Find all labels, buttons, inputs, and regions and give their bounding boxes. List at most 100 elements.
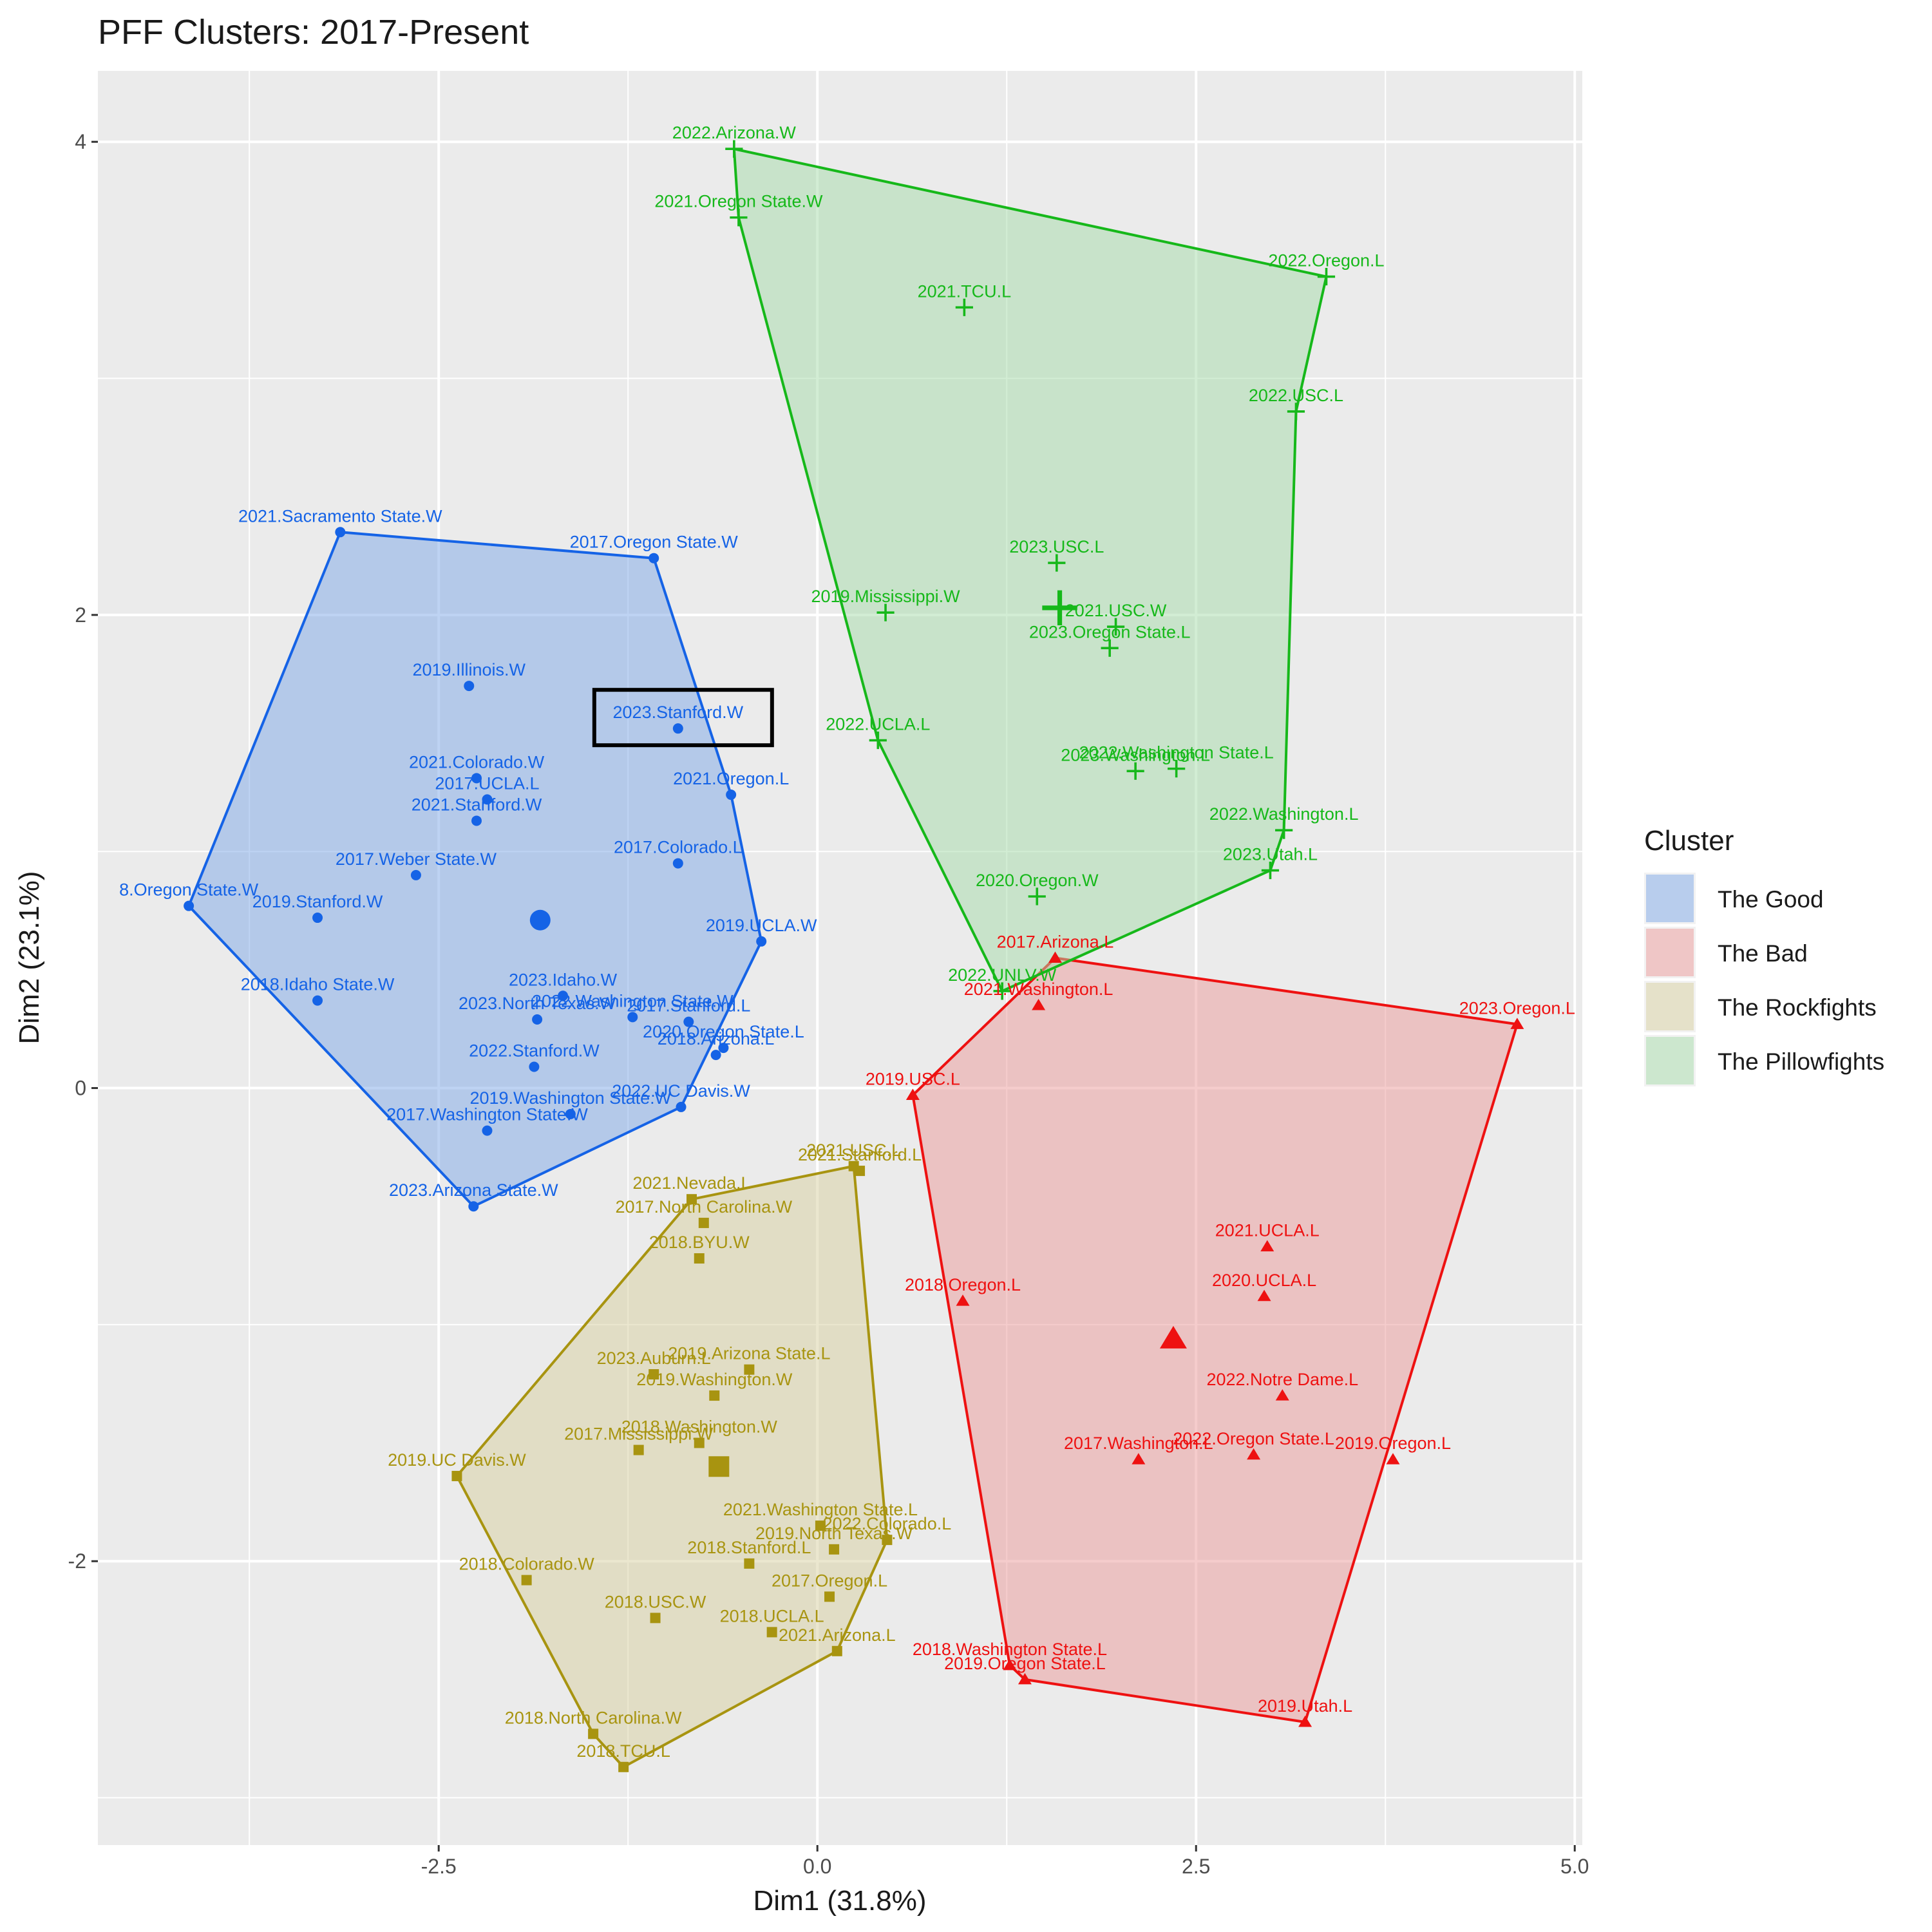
- point-2018-colorado-w: [521, 1575, 532, 1586]
- point-2022-washington-state-w: [627, 1012, 638, 1023]
- point-2021-ucla-l: [1260, 1240, 1274, 1252]
- label-2019-utah-l: 2019.Utah.L: [1258, 1696, 1352, 1716]
- y-tick-label: 4: [75, 130, 86, 153]
- label-2018-ucla-l: 2018.UCLA.L: [720, 1606, 824, 1625]
- point-2021-oregon-l: [726, 790, 737, 800]
- y-axis-ticks: -2 0 2 4: [68, 130, 98, 1573]
- label-2021-sacramento-state-w: 2021.Sacramento State.W: [238, 506, 442, 526]
- point-2019-stanford-w: [312, 913, 323, 923]
- point-2017-ucla-l: [482, 794, 493, 805]
- x-tick-label: 0.0: [803, 1855, 831, 1878]
- label-2017-washington-state-w: 2017.Washington State.W: [386, 1105, 588, 1124]
- label-2017-north-carolina-w: 2017.North Carolina.W: [615, 1197, 792, 1217]
- label-2022-uc-davis-w: 2022.UC Davis.W: [612, 1081, 750, 1101]
- label-2017-washington-l: 2017.Washington.L: [1064, 1434, 1213, 1453]
- label-2023-arizona-state-w: 2023.Arizona State.W: [389, 1180, 558, 1200]
- label-2019-north-texas-w: 2019.North Texas.W: [755, 1524, 913, 1543]
- label-2021-stanford-l: 2021.Stanford.L: [798, 1145, 922, 1164]
- label-2019-washington-w: 2019.Washington.W: [636, 1370, 793, 1389]
- point-2019-north-texas-w: [829, 1544, 840, 1555]
- label-2022-notre-dame-l: 2022.Notre Dame.L: [1206, 1370, 1358, 1389]
- legend-label-the-rockfights: The Rockfights: [1718, 994, 1877, 1021]
- label-2018-washington-w: 2018.Washington.W: [621, 1417, 778, 1437]
- point-2021-sacramento-state-w: [335, 527, 346, 538]
- label-2023-auburn-l: 2023.Auburn.L: [597, 1349, 711, 1368]
- y-tick-label: 2: [75, 603, 86, 627]
- point-2023-auburn-l: [649, 1369, 659, 1380]
- legend-swatch-the-good: [1646, 875, 1694, 922]
- hull-the-rockfights: [455, 1164, 889, 1768]
- legend-label-the-bad: The Bad: [1718, 940, 1808, 967]
- point-2017-washington-l: [1132, 1453, 1146, 1464]
- point-2019-oregon-state-l: [1018, 1672, 1032, 1685]
- label-2022-oregon-state-l: 2022.Oregon State.L: [1173, 1429, 1334, 1448]
- label-2023-north-texas-w: 2023.North Texas.W: [459, 994, 616, 1013]
- point-2022-arizona-w: [725, 140, 743, 158]
- label-2019-usc-l: 2019.USC.L: [866, 1070, 960, 1089]
- label-2019-mississippi-w: 2019.Mississippi.W: [811, 587, 961, 606]
- point-2023-usc-l: [1048, 554, 1066, 572]
- point-2023-washington-l: [1126, 762, 1144, 780]
- point-2023-oregon-l: [1510, 1018, 1524, 1029]
- label-2017-weber-state-w: 2017.Weber State.W: [336, 849, 497, 869]
- point-2018-arizona-l: [710, 1050, 721, 1061]
- label-2023-usc-l: 2023.USC.L: [1009, 537, 1104, 556]
- label-2018-idaho-state-w: 2018.Idaho State.W: [241, 975, 395, 994]
- label-2021-usc-w: 2021.USC.W: [1065, 601, 1167, 620]
- label-2018-colorado-w: 2018.Colorado.W: [459, 1555, 595, 1574]
- label-2021-tcu-l: 2021.TCU.L: [918, 281, 1012, 301]
- label-2022-washington-state-w: 2022.Washington State.W: [532, 991, 734, 1010]
- label-2019-oregon-state-l: 2019.Oregon State.L: [944, 1654, 1106, 1673]
- highlight-box: [592, 688, 774, 748]
- label-2022-usc-l: 2022.USC.L: [1249, 386, 1343, 405]
- x-tick-label: 5.0: [1560, 1855, 1589, 1878]
- point-2019-utah-l: [1298, 1715, 1312, 1727]
- label-2023-utah-l: 2023.Utah.L: [1223, 845, 1318, 864]
- hull-the-good: [187, 531, 763, 1208]
- point-2022-ucla-l: [869, 731, 887, 750]
- point-2022-oregon-state-l: [1247, 1448, 1261, 1460]
- point-2022-notre-dame-l: [1275, 1389, 1289, 1401]
- point-2022-uc-davis-w: [676, 1101, 687, 1112]
- legend-swatch-the-pillowfights: [1646, 1037, 1694, 1084]
- data-points: [184, 140, 1524, 1772]
- label-2018-byu-w: 2018.BYU.W: [649, 1233, 750, 1252]
- point-2021-arizona-l: [831, 1645, 842, 1656]
- chart-title: PFF Clusters: 2017-Present: [98, 13, 529, 52]
- point-2018-north-carolina-w: [588, 1728, 599, 1739]
- label-2019-washington-state-w: 2019.Washington State.W: [469, 1088, 671, 1108]
- point-2022-usc-l: [1287, 402, 1305, 421]
- point-2021-stanford-l: [855, 1166, 866, 1177]
- point-2018-stanford-l: [744, 1558, 755, 1569]
- point-2018-oregon-l: [956, 1294, 970, 1306]
- point-2018-washington-state-l: [1003, 1658, 1017, 1671]
- label-2017-arizona-l: 2017.Arizona.L: [997, 933, 1114, 952]
- label-2023-idaho-w: 2023.Idaho.W: [509, 970, 618, 989]
- label-2018-washington-state-l: 2018.Washington State.L: [913, 1640, 1107, 1659]
- label-2022-unlv-w: 2022.UNLV.W: [948, 965, 1057, 985]
- point-2017-stanford-l: [683, 1016, 694, 1027]
- label-2019-illinois-w: 2019.Illinois.W: [412, 660, 526, 679]
- point-2023-utah-l: [1261, 861, 1280, 880]
- label-8-oregon-state-w: 8.Oregon State.W: [119, 880, 259, 900]
- point-2018-tcu-l: [618, 1761, 629, 1772]
- label-2023-oregon-l: 2023.Oregon.L: [1459, 998, 1575, 1018]
- point-2020-oregon-state-l: [718, 1043, 729, 1054]
- point-2020-ucla-l: [1257, 1289, 1271, 1302]
- label-2021-arizona-l: 2021.Arizona.L: [779, 1625, 896, 1645]
- point-2022-unlv-w: [993, 982, 1011, 1000]
- legend-label-the-good: The Good: [1718, 886, 1824, 913]
- point-2021-usc-w: [1106, 618, 1125, 636]
- point-2018-ucla-l: [766, 1627, 777, 1638]
- label-2021-usc-l: 2021.USC.L: [806, 1141, 901, 1160]
- point-2019-uc-davis-w: [451, 1470, 462, 1481]
- point-2023-idaho-w: [558, 990, 569, 1001]
- point-2019-illinois-w: [464, 681, 475, 692]
- legend: Cluster The Good The Bad The Rockfights The…: [1644, 825, 1884, 1086]
- point-2017-washington-state-w: [482, 1125, 493, 1136]
- label-2019-uc-davis-w: 2019.UC Davis.W: [388, 1450, 526, 1470]
- label-2018-north-carolina-w: 2018.North Carolina.W: [505, 1708, 682, 1727]
- point-2021-tcu-l: [955, 298, 973, 316]
- label-2021-ucla-l: 2021.UCLA.L: [1215, 1221, 1320, 1240]
